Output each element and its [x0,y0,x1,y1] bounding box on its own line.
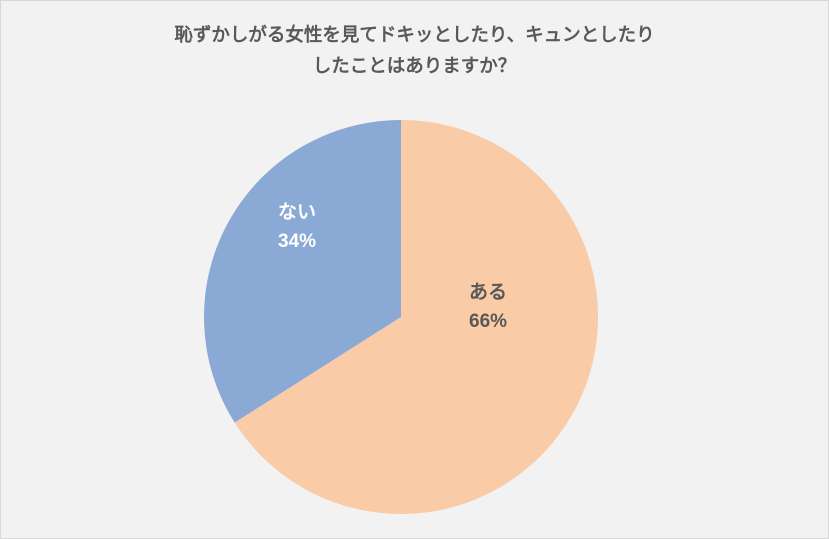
pie-wrap [204,120,598,514]
slice-label-percent-0: 66% [469,311,507,332]
chart-title: 恥ずかしがる女性を見てドキッとしたり、キュンとしたり したことはありますか？ [1,19,828,82]
pie-chart-container: 恥ずかしがる女性を見てドキッとしたり、キュンとしたり したことはありますか？ あ… [0,0,829,539]
slice-label-percent-1: 34% [278,231,316,252]
slice-label-1: ない 34% [278,199,316,256]
pie-svg [204,120,598,514]
chart-title-line2: したことはありますか？ [313,55,517,76]
slice-label-0: ある 66% [469,279,507,336]
chart-title-line1: 恥ずかしがる女性を見てドキッとしたり、キュンとしたり [174,24,654,45]
slice-label-name-1: ない [278,202,316,223]
slice-label-name-0: ある [469,282,507,303]
